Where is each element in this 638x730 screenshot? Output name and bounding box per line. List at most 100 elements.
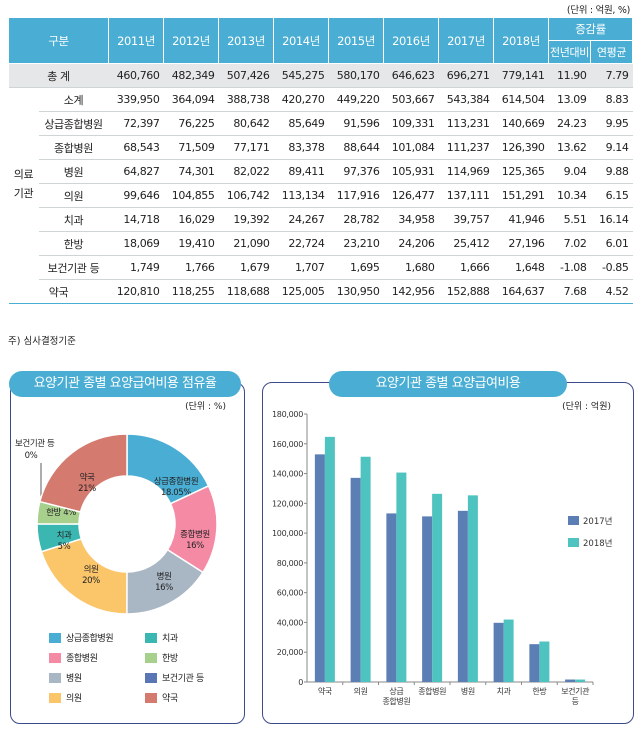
table-row: 총 계 460,760 482,349 507,426 545,275 580,170 64… <box>8 63 633 88</box>
table-cell: 1,695 <box>328 255 384 280</box>
table-cell: -1.08 <box>548 255 591 280</box>
table-cell: 25,412 <box>438 231 494 256</box>
table-cell: 8.83 <box>590 87 633 112</box>
header-rate-annual: 연평균 <box>589 40 634 64</box>
table-cell: 779,141 <box>493 63 549 88</box>
table-cell: 104,855 <box>163 183 219 208</box>
y-tick-label: 160,000 <box>272 440 303 449</box>
table-cell: 9.14 <box>590 135 633 160</box>
table-cell: 1,749 <box>108 255 164 280</box>
y-tick-label: 140,000 <box>272 470 303 479</box>
table-cell: 339,950 <box>108 87 164 112</box>
table-cell: 125,365 <box>493 159 549 184</box>
bar <box>457 510 468 682</box>
pie-slice-label: 보건기관 등 <box>15 438 55 449</box>
table-cell: 39,757 <box>438 207 494 232</box>
table-cell: 118,255 <box>163 279 219 304</box>
legend-swatch <box>49 672 61 683</box>
y-tick-label: 180,000 <box>272 410 303 419</box>
table-cell: 16.14 <box>590 207 633 232</box>
legend-swatch <box>568 516 579 525</box>
legend-label: 2017년 <box>583 516 612 527</box>
bar-chart-panel: 요양기관 종별 요양급여비용 (단위 : 억원) 0 20,000 40,000 60… <box>262 371 634 724</box>
row-label: 약국 <box>8 279 109 304</box>
pie-slice-label: 한방 4% <box>46 507 76 518</box>
table-cell: 126,390 <box>493 135 549 160</box>
table-cell: 74,301 <box>163 159 219 184</box>
x-tick-label: 종합병원 <box>382 697 410 706</box>
legend-label: 상급종합병원 <box>66 634 114 644</box>
table-cell: 109,331 <box>383 111 439 136</box>
table-cell: 1,766 <box>163 255 219 280</box>
header-year: 2016년 <box>383 17 439 64</box>
bar <box>565 679 576 682</box>
table-cell: 646,623 <box>383 63 439 88</box>
y-tick-label: 120,000 <box>272 499 303 508</box>
legend-label: 종합병원 <box>66 654 98 664</box>
table-cell: 1,666 <box>438 255 494 280</box>
table-cell: 449,220 <box>328 87 384 112</box>
table-cell: -0.85 <box>590 255 633 280</box>
header-year: 2015년 <box>328 17 384 64</box>
table-cell: 142,956 <box>383 279 439 304</box>
pie-slice-label: 21% <box>78 484 96 494</box>
x-tick-label: 등 <box>572 697 579 706</box>
table-cell: 1,679 <box>218 255 274 280</box>
row-label: 총 계 <box>8 63 109 88</box>
bar <box>575 679 586 682</box>
table-cell: 5.51 <box>548 207 591 232</box>
table-cell: 11.90 <box>548 63 591 88</box>
pie-slice-label: 치과 <box>57 531 72 541</box>
x-tick-label: 보건기관 <box>561 686 590 696</box>
bar <box>539 641 550 682</box>
x-tick-label: 치과 <box>497 687 512 696</box>
table-cell: 10.34 <box>548 183 591 208</box>
table-cell: 71,509 <box>163 135 219 160</box>
bar <box>360 456 371 682</box>
table-cell: 9.95 <box>590 111 633 136</box>
legend-swatch <box>145 672 157 683</box>
legend-label: 보건기관 등 <box>162 674 204 684</box>
x-tick-label: 한방 <box>532 686 547 696</box>
header-rate: 증감률 <box>547 17 634 41</box>
x-tick-label: 종합병원 <box>418 687 446 696</box>
table-cell: 126,477 <box>383 183 439 208</box>
legend-item: 한방 <box>145 651 178 664</box>
header-category: 구분 <box>8 17 109 64</box>
row-label: 한방 <box>38 231 109 256</box>
unit-label: (단위 : 억원, %) <box>566 5 630 16</box>
bar-chart-title: 요양기관 종별 요양급여비용 <box>329 371 567 397</box>
group-label-line: 의료 <box>13 167 34 181</box>
table-cell: 1,648 <box>493 255 549 280</box>
statistics-table: 구분 2011년 2012년 2013년 2014년 2015년 2016년 2… <box>8 17 634 304</box>
y-tick-label: 20,000 <box>277 648 303 657</box>
table-cell: 164,637 <box>493 279 549 304</box>
y-tick-label: 80,000 <box>277 559 303 568</box>
table-cell: 151,291 <box>493 183 549 208</box>
bar <box>324 436 335 682</box>
row-label: 소계 <box>38 87 109 112</box>
table-cell: 80,642 <box>218 111 274 136</box>
table-cell: 4.52 <box>590 279 633 304</box>
x-tick-label: 의원 <box>354 686 368 696</box>
table-row: 치과 14,718 16,029 19,392 24,267 28,782 34,958 39… <box>9 207 633 232</box>
bar <box>493 622 504 682</box>
bar <box>503 619 514 682</box>
table-cell: 6.01 <box>590 231 633 256</box>
legend-item: 치과 <box>145 631 178 644</box>
legend-item: 병원 <box>49 671 82 684</box>
table-cell: 18,069 <box>108 231 164 256</box>
legend-label: 의원 <box>66 694 82 704</box>
table-cell: 580,170 <box>328 63 384 88</box>
pie-slice-label: 16% <box>155 583 173 593</box>
header-year: 2012년 <box>163 17 219 64</box>
legend-label: 병원 <box>66 674 82 684</box>
pie-slice-label: 종합병원 <box>180 530 210 540</box>
bar-unit-label: (단위 : 억원) <box>562 402 611 412</box>
legend-swatch <box>568 538 579 547</box>
table-cell: 85,649 <box>273 111 329 136</box>
table-cell: 614,504 <box>493 87 549 112</box>
table-cell: 19,392 <box>218 207 274 232</box>
table-row: 병원 64,827 74,301 82,022 89,411 97,376 105,931 1… <box>9 159 633 184</box>
